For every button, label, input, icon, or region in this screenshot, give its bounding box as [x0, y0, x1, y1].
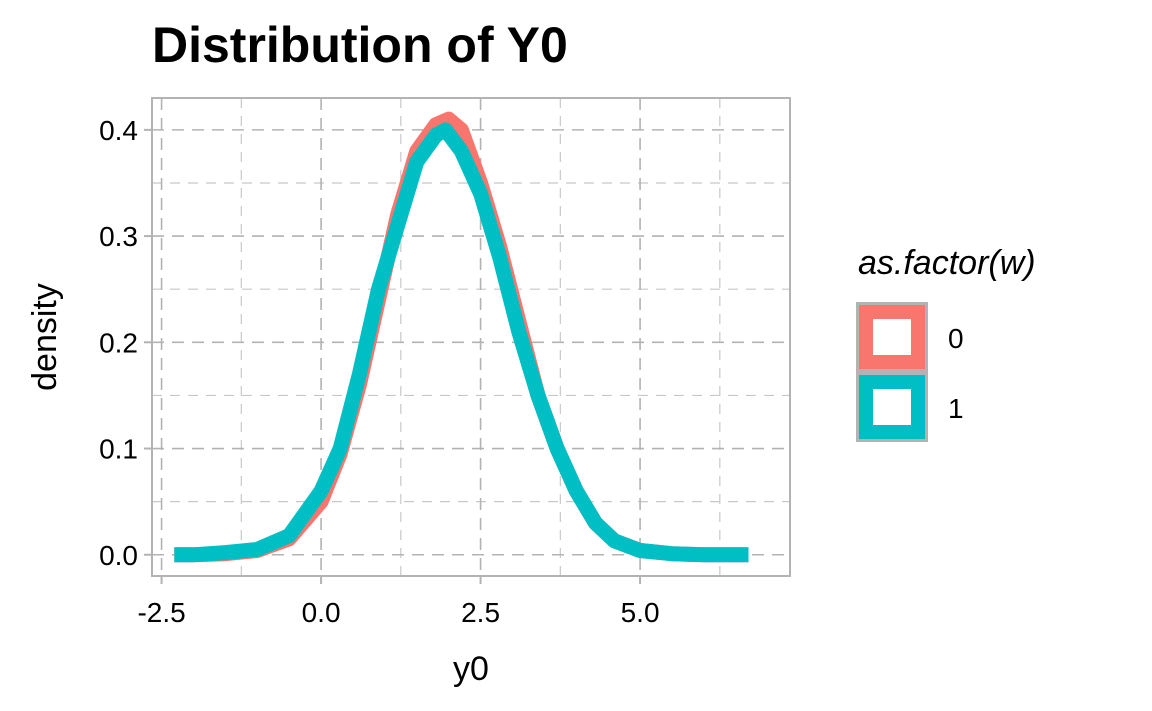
y-tick-label: 0.2 [99, 327, 138, 358]
grid-minor [152, 98, 790, 576]
y-tick-label: 0.4 [99, 115, 138, 146]
y-tick-label: 0.3 [99, 221, 138, 252]
y-tick-label: 0.1 [99, 434, 138, 465]
x-tick-label: 2.5 [461, 597, 500, 628]
x-tick-label: -2.5 [137, 597, 185, 628]
x-axis-title: y0 [453, 650, 489, 688]
series-line-0 [174, 111, 749, 563]
chart-title: Distribution of Y0 [152, 17, 568, 73]
legend-label-1: 1 [948, 393, 964, 424]
y-axis-ticks: 0.0 0.1 0.2 0.3 0.4 [99, 115, 151, 571]
x-tick-label: 5.0 [621, 597, 660, 628]
legend-swatch-0 [859, 305, 925, 369]
x-tick-label: 0.0 [302, 597, 341, 628]
x-axis-ticks: -2.5 0.0 2.5 5.0 [137, 577, 660, 628]
series-line-1 [174, 122, 749, 563]
y-tick-label: 0.0 [99, 540, 138, 571]
legend: 01 [856, 302, 964, 442]
y-axis-title: density [26, 283, 64, 391]
legend-label-0: 0 [948, 323, 964, 354]
legend-swatch-1 [859, 375, 925, 439]
panel-border [151, 97, 791, 577]
legend-title: as.factor(w) [858, 244, 1036, 282]
series-layer [174, 111, 749, 563]
